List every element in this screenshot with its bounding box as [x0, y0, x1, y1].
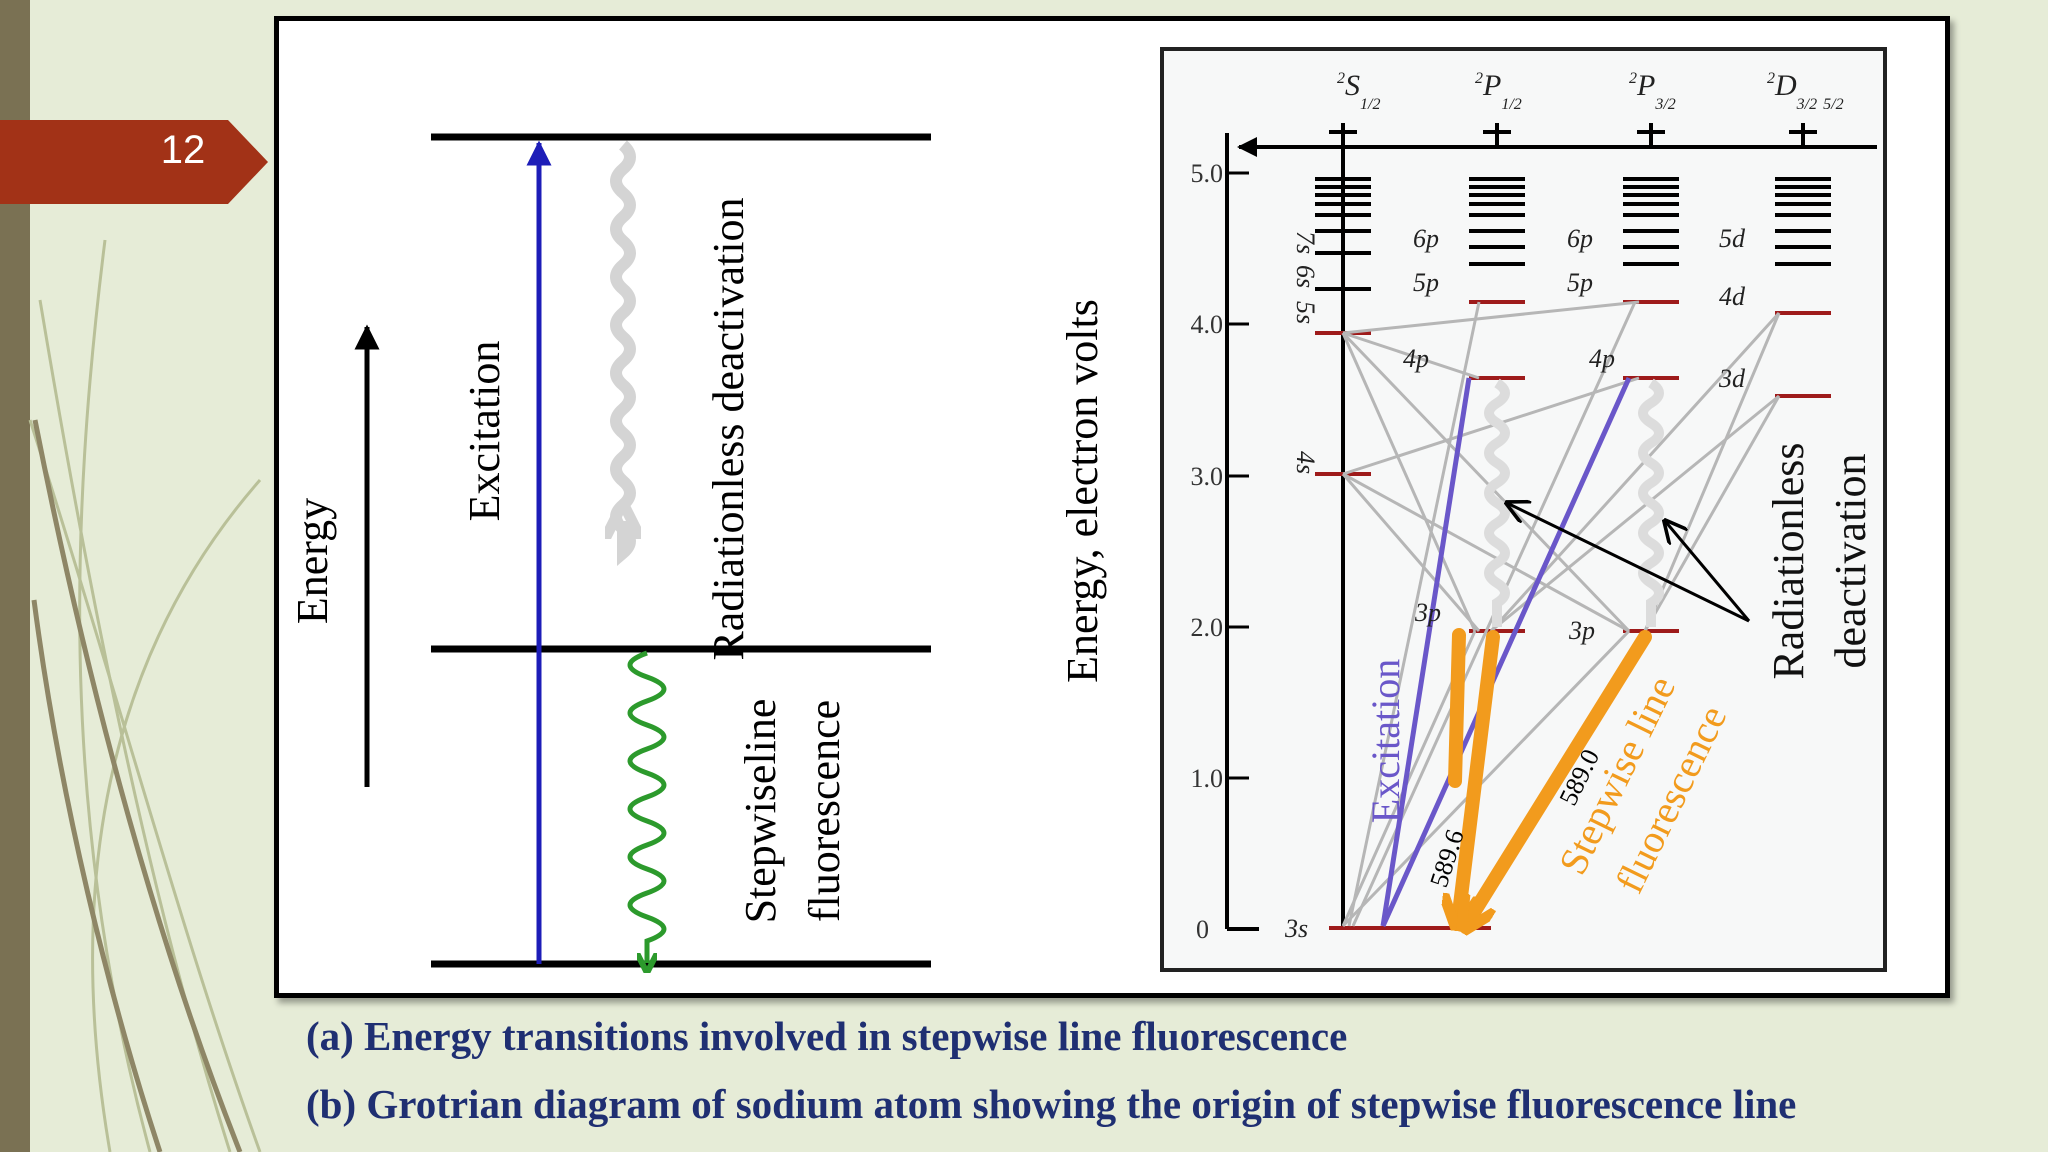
- level-stacks: [1315, 177, 1831, 291]
- slide-number-tab: [0, 120, 268, 204]
- radiationless-label-a: Radiationless deactivation: [704, 197, 753, 660]
- excitation-label-a: Excitation: [460, 341, 509, 522]
- excitation-label-b: Excitation: [1363, 659, 1408, 823]
- level-p1-4p: 4p: [1403, 344, 1429, 373]
- level-4s: 4s: [1291, 451, 1320, 474]
- fluorescence-label-a-1: Stepwiseline: [736, 699, 785, 924]
- radiationless-pointers: [1507, 503, 1751, 623]
- y-axis-label: Energy, electron volts: [1058, 299, 1107, 683]
- level-p3-5p: 5p: [1567, 268, 1593, 297]
- level-p3-4p: 4p: [1589, 344, 1615, 373]
- fluorescence-lines: [1455, 628, 1652, 917]
- excitation-lines: [1380, 376, 1632, 928]
- diagram-b: Energy, electron volts 5.0 4.0 3.0 2.0 1…: [1058, 47, 1887, 972]
- y-ticks: [1227, 171, 1249, 780]
- y-tick-2: 2.0: [1191, 613, 1224, 642]
- level-4d: 4d: [1719, 282, 1746, 311]
- y-tick-5: 5.0: [1191, 159, 1224, 188]
- figure-frame: Energy Excitation Radiationless deactiva…: [274, 16, 1950, 998]
- term-p1: 2P1/2: [1475, 69, 1522, 113]
- fluorescence-wave: [627, 650, 667, 963]
- radiationless-waves-b: [1484, 378, 1664, 627]
- level-5d: 5d: [1719, 224, 1746, 253]
- slide-number: 12: [160, 128, 206, 172]
- decorative-curves: [28, 239, 262, 1152]
- level-p3-3p: 3p: [1568, 616, 1595, 645]
- radiationless-label-b-2: deactivation: [1826, 453, 1875, 668]
- term-d: 2D3/2 5/2: [1767, 69, 1844, 113]
- level-7s: 7s: [1291, 231, 1320, 254]
- term-s: 2S1/2: [1337, 69, 1380, 113]
- caption-b: (b) Grotrian diagram of sodium atom show…: [306, 1081, 1797, 1127]
- radiationless-label-b-1: Radiationless: [1764, 442, 1813, 679]
- level-6s: 6s: [1291, 265, 1320, 288]
- fluorescence-label-a-2: fluorescence: [800, 700, 849, 922]
- y-tick-0: 0: [1196, 915, 1209, 944]
- caption-a: (a) Energy transitions involved in stepw…: [306, 1013, 1348, 1059]
- level-p1-3p: 3p: [1414, 598, 1441, 627]
- y-tick-3: 3.0: [1191, 462, 1224, 491]
- level-p1-5p: 5p: [1413, 268, 1439, 297]
- energy-label: Energy: [288, 498, 337, 624]
- level-p1-6p: 6p: [1413, 224, 1439, 253]
- term-p3: 2P3/2: [1629, 69, 1676, 113]
- figure-canvas: Energy Excitation Radiationless deactiva…: [288, 47, 1887, 993]
- y-tick-1: 1.0: [1191, 764, 1224, 793]
- diagram-a: Energy Excitation Radiationless deactiva…: [288, 133, 931, 964]
- column-caps: [1329, 123, 1817, 147]
- level-5s: 5s: [1291, 301, 1320, 324]
- radiationless-wave: [616, 140, 630, 567]
- y-tick-4: 4.0: [1191, 310, 1224, 339]
- level-p3-6p: 6p: [1567, 224, 1593, 253]
- level-3d: 3d: [1718, 364, 1746, 393]
- level-3s: 3s: [1284, 914, 1308, 943]
